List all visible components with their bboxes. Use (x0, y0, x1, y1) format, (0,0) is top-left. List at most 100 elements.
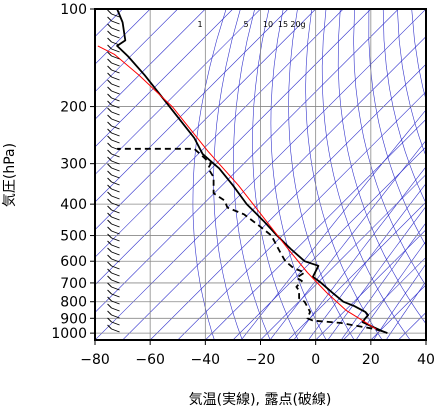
wind-barb-flag (107, 142, 112, 148)
wind-barb (107, 191, 120, 200)
wind-barb-shaft (111, 307, 120, 312)
mixing-ratio-line (240, 109, 426, 340)
wind-barb (107, 324, 120, 333)
wind-barb (107, 296, 120, 305)
isotherm-line (95, 9, 399, 313)
y-tick-label: 500 (60, 229, 87, 245)
wind-barb (107, 268, 120, 277)
wind-barb-shaft (111, 111, 120, 116)
wind-barb-shaft (111, 293, 120, 298)
y-tick-label: 900 (60, 311, 87, 327)
grid (95, 9, 426, 340)
wind-barb (107, 247, 120, 256)
temperature-line (116, 9, 388, 334)
wind-barb-flag (107, 58, 112, 64)
wind-barb (107, 58, 120, 67)
y-tick-label: 800 (60, 295, 87, 311)
wind-barb (107, 310, 120, 319)
wind-barb (107, 9, 120, 18)
wind-barb-flag (107, 226, 112, 232)
y-tick-label: 300 (60, 157, 87, 173)
wind-barb-flag (107, 65, 112, 71)
wind-barb (107, 86, 120, 95)
mixing-ratio-line (269, 140, 426, 340)
wind-barb-flag (107, 107, 112, 113)
wind-barb-shaft (111, 48, 120, 53)
wind-barb-shaft (111, 83, 120, 88)
wind-barb-flag (107, 177, 112, 183)
wind-barb (107, 163, 120, 172)
wind-barb (107, 289, 120, 298)
wind-barb (107, 212, 120, 221)
wind-barb-flag (107, 282, 112, 288)
wind-barb (107, 261, 120, 270)
isotherm-line (95, 9, 234, 148)
wind-barb-shaft (111, 188, 120, 193)
wind-barb-flag (107, 240, 112, 246)
wind-barb-flag (107, 247, 112, 253)
wind-barb-shaft (111, 160, 120, 165)
wind-barb-flag (107, 16, 112, 22)
wind-barb-shaft (111, 104, 120, 109)
wind-barb-flag (107, 184, 112, 190)
wind-barb-shaft (111, 139, 120, 144)
wind-barb-flag (107, 275, 112, 281)
wind-barb-shaft (111, 90, 120, 95)
isotherm-line (95, 9, 178, 93)
x-axis: −80 −60 −40 −20 0 20 40 (80, 340, 435, 368)
wind-barb-flag (107, 86, 112, 92)
wind-barb-shaft (111, 237, 120, 242)
wind-barb (107, 44, 120, 53)
reference-line (97, 45, 380, 332)
wind-barb-shaft (111, 300, 120, 305)
wind-barb (107, 72, 120, 81)
wind-barb-flag (107, 44, 112, 50)
wind-barb-shaft (111, 174, 120, 179)
dry-adiabat-line (368, 9, 426, 247)
wind-barb-flag (107, 79, 112, 85)
wind-barb-shaft (111, 279, 120, 284)
mixing-ratio-labels: 1 5 10 15 20g (197, 20, 305, 29)
wind-barb-shaft (111, 76, 120, 81)
wind-barb (107, 198, 120, 207)
wind-barb-shaft (111, 258, 120, 263)
wind-barb (107, 226, 120, 235)
wind-barb (107, 177, 120, 186)
wind-barb (107, 205, 120, 214)
wind-barb (107, 16, 120, 25)
wind-barb (107, 170, 120, 179)
mixing-ratio-label: 10 (263, 20, 273, 29)
dry-adiabat-line (270, 9, 327, 340)
x-tick-label: −80 (80, 352, 110, 368)
dry-adiabat-line (353, 9, 426, 287)
wind-barb (107, 303, 120, 312)
wind-barb-shaft (111, 62, 120, 67)
mixing-ratio-label: 1 (197, 20, 202, 29)
wind-barb-shaft (111, 209, 120, 214)
wind-barb (107, 30, 120, 39)
wind-barb-flag (107, 317, 112, 323)
wind-barb-shaft (111, 286, 120, 291)
wind-barb-flag (107, 163, 112, 169)
dry-adiabat-line (305, 9, 383, 340)
mixing-ratio-label: 15 (278, 20, 288, 29)
wind-barb-flag (107, 156, 112, 162)
wind-barb-shaft (111, 97, 120, 102)
isotherm-line (177, 91, 426, 340)
dry-adiabat-line (288, 9, 355, 340)
wind-barb (107, 233, 120, 242)
wind-barb-shaft (111, 314, 120, 319)
isotherm-line (122, 36, 426, 340)
wind-barb-shaft (111, 167, 120, 172)
wind-barb-shaft (111, 216, 120, 221)
wind-barb (107, 240, 120, 249)
wind-barb-shaft (111, 328, 120, 333)
wind-barb-shaft (111, 251, 120, 256)
isotherm-line (95, 9, 344, 258)
wind-barb (107, 114, 120, 123)
dry-adiabat-line (382, 9, 426, 204)
y-tick-label: 1000 (51, 326, 87, 342)
isotherm-line (95, 9, 289, 203)
wind-barb (107, 282, 120, 291)
